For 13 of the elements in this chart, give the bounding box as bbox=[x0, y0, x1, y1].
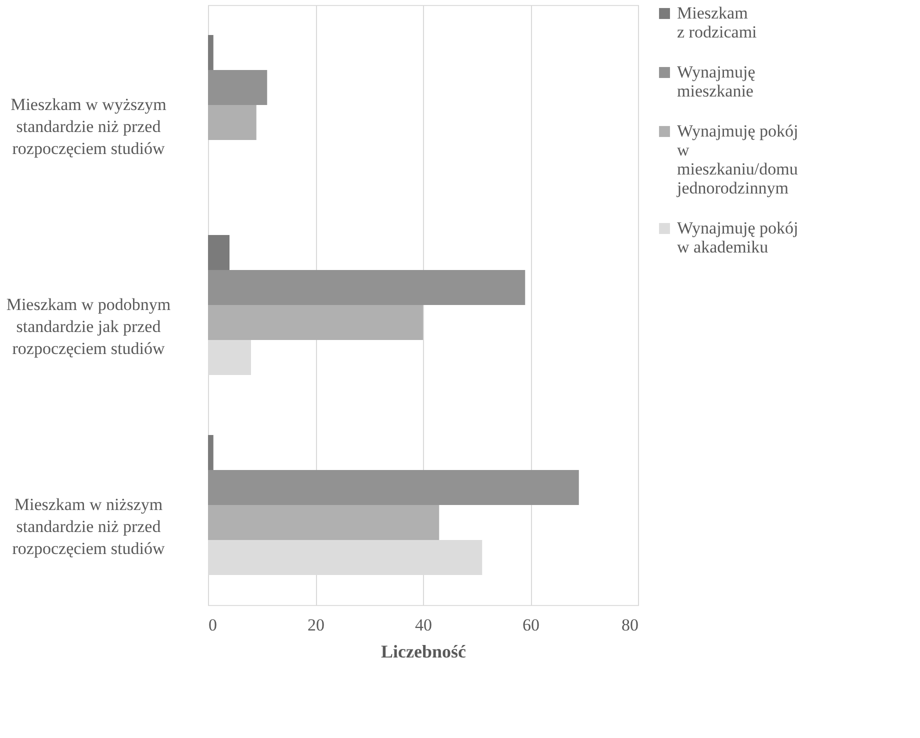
x-axis-title: Liczebność bbox=[381, 642, 466, 662]
y-tick-label: Mieszkam w niższym standardzie niż przed rozpoczęciem studiów bbox=[12, 495, 166, 558]
x-tick-label: 60 bbox=[522, 616, 540, 634]
x-tick-label: 20 bbox=[308, 616, 324, 634]
x-tick-label: 0 bbox=[208, 616, 217, 634]
legend-label: Wynajmuję pokój w mieszkaniu/domu jednorodzinnym bbox=[676, 122, 798, 198]
y-tick-label: Mieszkam w wyższym standardzie niż przed rozpoczęciem studiów bbox=[10, 95, 166, 158]
y-tick-label: Mieszkam w podobnym standardzie jak przed rozpoczęciem studiów bbox=[6, 295, 171, 358]
x-tick-label: 80 bbox=[622, 616, 638, 634]
legend-label: Wynajmuję mieszkanie bbox=[677, 62, 756, 100]
x-tick-label: 40 bbox=[415, 616, 432, 634]
legend-label: Wynajmuję pokój w akademiku bbox=[677, 218, 798, 256]
legend-label: Mieszkam z rodzicami bbox=[677, 4, 758, 42]
